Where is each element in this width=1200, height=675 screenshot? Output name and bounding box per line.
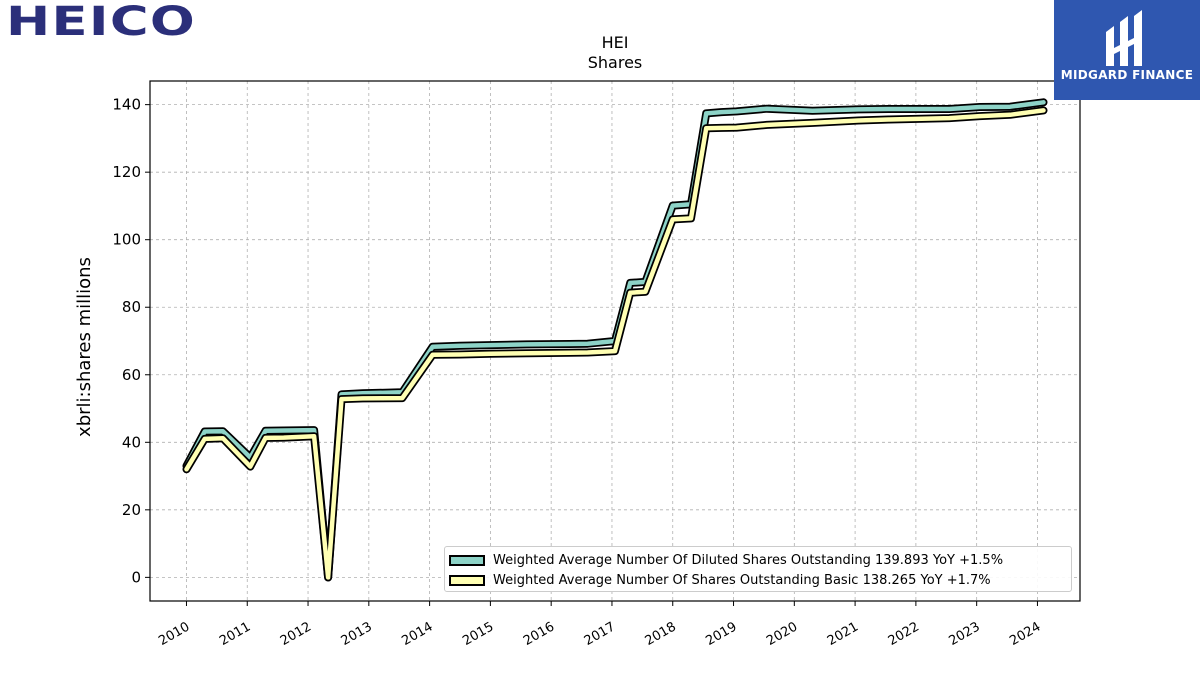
x-tick-label: 2019 — [703, 619, 739, 649]
x-tick-label: 2011 — [217, 619, 253, 649]
legend-swatch-diluted — [449, 554, 485, 566]
x-tick-label: 2024 — [1007, 619, 1043, 649]
x-tick-label: 2014 — [399, 619, 435, 649]
legend-item-diluted: Weighted Average Number Of Diluted Share… — [445, 551, 1003, 569]
y-tick-label: 100 — [112, 231, 141, 249]
y-tick-label: 120 — [112, 163, 141, 181]
x-tick-label: 2013 — [339, 619, 375, 649]
x-tick-label: 2020 — [764, 619, 800, 649]
y-axis-label: xbrli:shares millions — [74, 257, 95, 437]
x-tick-label: 2023 — [947, 619, 983, 649]
y-tick-label: 20 — [122, 501, 141, 519]
series-layer — [182, 98, 1048, 582]
series-line-basic — [184, 108, 1046, 580]
x-tick-label: 2012 — [278, 619, 314, 649]
legend-label-basic: Weighted Average Number Of Shares Outsta… — [493, 572, 991, 588]
plot-frame — [149, 80, 1081, 602]
x-tick-label: 2010 — [156, 619, 192, 649]
legend-item-basic: Weighted Average Number Of Shares Outsta… — [445, 571, 991, 589]
y-axis: 0 20 40 60 80 100 120 140 — [112, 96, 150, 586]
x-tick-label: 2016 — [521, 619, 557, 649]
grid — [150, 81, 1080, 601]
chart-title: HEI — [601, 33, 629, 52]
legend: Weighted Average Number Of Diluted Share… — [444, 546, 1072, 592]
x-axis: 2010 2011 2012 2013 2014 2015 2016 2017 2018 2019… — [156, 601, 1043, 649]
y-tick-label: 80 — [122, 298, 141, 316]
x-tick-label: 2018 — [643, 619, 679, 649]
x-tick-label: 2022 — [886, 619, 922, 649]
y-tick-label: 60 — [122, 366, 141, 384]
midgard-finance-text: MIDGARD FINANCE — [1060, 68, 1194, 82]
x-tick-label: 2017 — [582, 619, 618, 649]
midgard-finance-logo: MIDGARD FINANCE — [1054, 0, 1200, 100]
y-tick-label: 40 — [122, 433, 141, 451]
y-tick-label: 140 — [112, 96, 141, 114]
legend-swatch-basic — [449, 574, 485, 586]
chart-subtitle: Shares — [587, 53, 643, 72]
legend-label-diluted: Weighted Average Number Of Diluted Share… — [493, 552, 1004, 568]
heico-logo: HEICO — [6, 0, 197, 45]
x-tick-label: 2021 — [825, 619, 861, 649]
y-tick-label: 0 — [131, 568, 141, 586]
series-line-diluted — [184, 100, 1046, 580]
x-tick-label: 2015 — [460, 619, 496, 649]
midgard-mark-icon — [1106, 10, 1142, 66]
